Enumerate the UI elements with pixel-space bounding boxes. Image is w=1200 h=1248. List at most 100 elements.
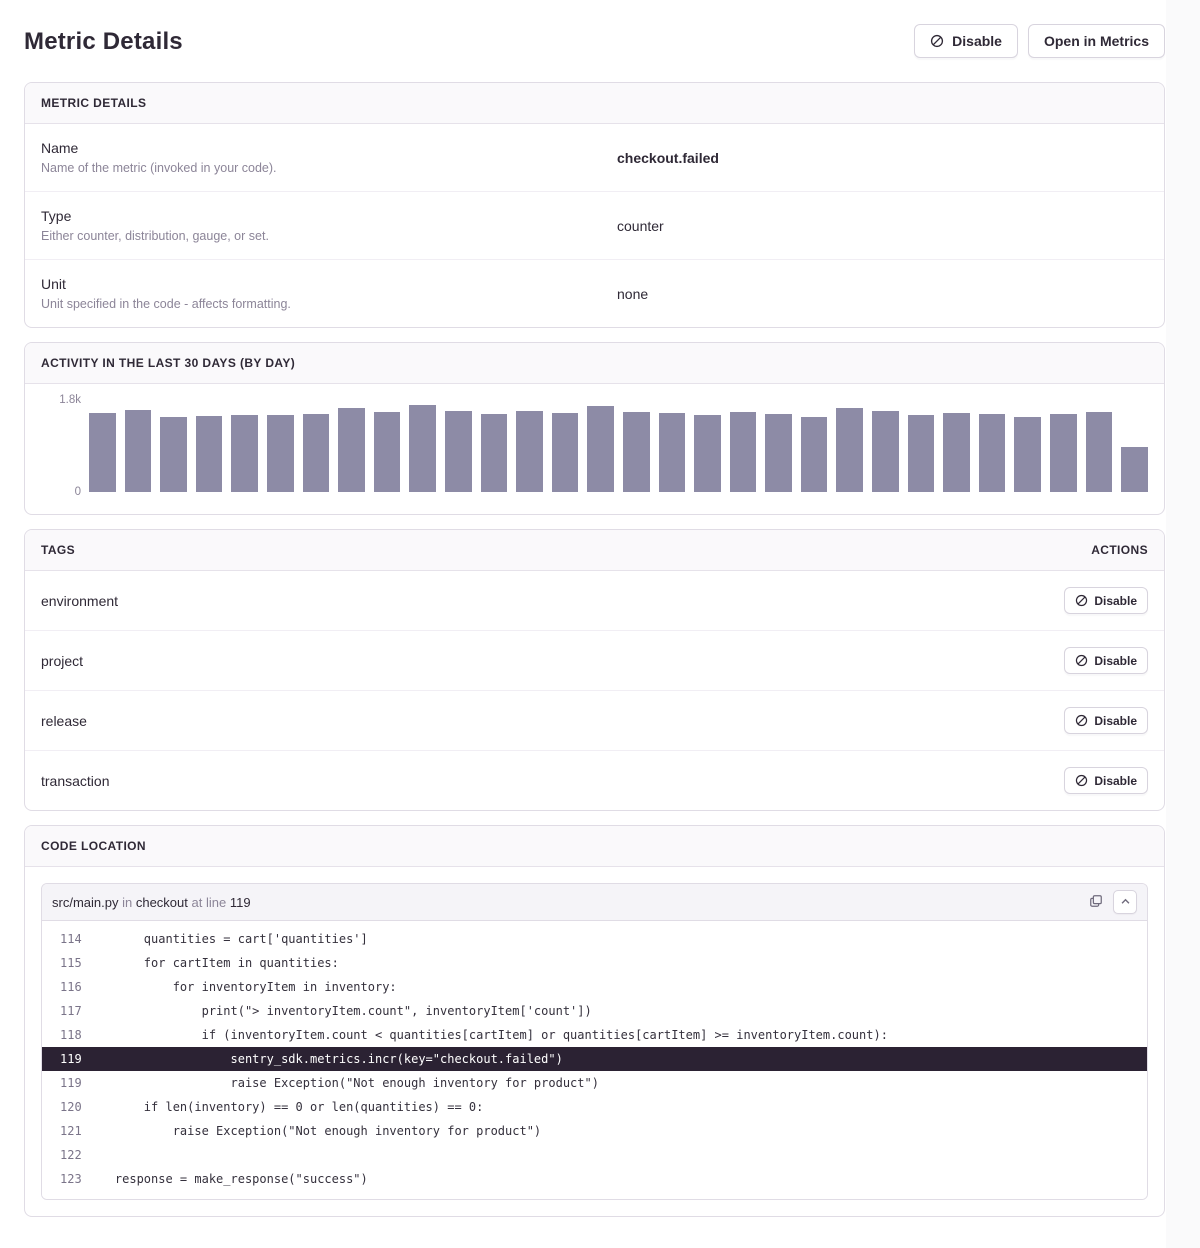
disable-tag-button-environment[interactable]: Disable <box>1064 587 1148 614</box>
metric-details-page: Metric Details Disable Open in Metrics M… <box>24 24 1165 1217</box>
line-number: 116 <box>60 980 82 994</box>
open-in-metrics-button[interactable]: Open in Metrics <box>1027 24 1165 58</box>
bar-chart <box>89 398 1148 492</box>
detail-left: Unit Unit specified in the code - affects… <box>41 276 601 311</box>
tag-name: transaction <box>41 772 110 789</box>
activity-bar <box>907 415 935 492</box>
chevron-up-icon <box>1120 895 1131 910</box>
code-line: 121 raise Exception("Not enough inventor… <box>42 1119 1147 1143</box>
activity-bar <box>1014 416 1042 492</box>
activity-chart: 1.8k 0 <box>25 384 1164 514</box>
y-axis-max-label: 1.8k <box>59 394 81 406</box>
panel-title: Code Location <box>41 839 146 853</box>
disable-tag-label: Disable <box>1094 773 1137 788</box>
detail-left: Name Name of the metric (invoked in your … <box>41 140 601 175</box>
code-line: 120 if len(inventory) == 0 or len(quanti… <box>42 1095 1147 1119</box>
detail-label: Unit <box>41 276 66 292</box>
code-line: 118 if (inventoryItem.count < quantities… <box>42 1023 1147 1047</box>
line-number: 115 <box>60 956 82 970</box>
activity-bar <box>587 406 614 492</box>
metric-detail-row-type: Type Either counter, distribution, gauge,… <box>25 192 1164 260</box>
line-number: 117 <box>60 1004 82 1018</box>
collapse-code-button[interactable] <box>1113 890 1137 914</box>
disable-metric-button[interactable]: Disable <box>914 24 1018 58</box>
metric-detail-row-name: Name Name of the metric (invoked in your … <box>25 124 1164 192</box>
line-number: 118 <box>60 1028 82 1042</box>
circle-slash-icon <box>930 34 944 48</box>
activity-bar <box>444 410 472 492</box>
activity-bar <box>978 414 1006 492</box>
disable-tag-label: Disable <box>1094 653 1137 668</box>
activity-bar <box>872 411 899 492</box>
activity-bar <box>266 414 294 492</box>
line-code: print("> inventoryItem.count", inventory… <box>86 1004 592 1018</box>
frame-in-word: in <box>122 894 133 910</box>
circle-slash-icon <box>1075 714 1088 727</box>
code-line: 115 for cartItem in quantities: <box>42 951 1147 975</box>
detail-description: Unit specified in the code - affects for… <box>41 297 291 311</box>
tag-row-transaction: transaction Disable <box>25 751 1164 810</box>
disable-tag-button-project[interactable]: Disable <box>1064 647 1148 674</box>
line-code: for cartItem in quantities: <box>86 956 339 970</box>
metric-details-rows: Name Name of the metric (invoked in your … <box>25 124 1164 327</box>
activity-bar <box>622 412 650 492</box>
activity-bar <box>89 412 116 492</box>
activity-bar <box>943 413 970 492</box>
line-code: quantities = cart['quantities'] <box>86 932 368 946</box>
line-code: raise Exception("Not enough inventory fo… <box>86 1076 599 1090</box>
line-number: 122 <box>60 1148 82 1162</box>
panel-title: Activity in the last 30 days (by day) <box>41 356 296 370</box>
activity-bar <box>480 413 508 492</box>
line-code: raise Exception("Not enough inventory fo… <box>86 1124 542 1138</box>
activity-bar <box>1050 414 1077 492</box>
line-number: 120 <box>60 1100 82 1114</box>
activity-bar <box>551 412 579 492</box>
tag-row-release: release Disable <box>25 691 1164 751</box>
circle-slash-icon <box>1075 594 1088 607</box>
activity-bar <box>658 412 686 492</box>
code-line: 114 quantities = cart['quantities'] <box>42 927 1147 951</box>
code-card: src/main.py in checkout at line 119 <box>41 883 1148 1200</box>
tags-title: Tags <box>41 543 76 557</box>
activity-panel-header: Activity in the last 30 days (by day) <box>25 343 1164 384</box>
tag-name: project <box>41 652 84 669</box>
frame-at-line-word: at line <box>191 894 227 910</box>
frame-function: checkout <box>135 894 188 910</box>
activity-bar <box>516 411 543 492</box>
circle-slash-icon <box>1075 654 1088 667</box>
disable-tag-label: Disable <box>1094 713 1137 728</box>
activity-bar <box>694 414 721 492</box>
activity-bar <box>373 412 401 492</box>
activity-bar <box>302 413 330 492</box>
code-line-highlighted: 119 sentry_sdk.metrics.incr(key="checkou… <box>42 1047 1147 1071</box>
code-line: 119 raise Exception("Not enough inventor… <box>42 1071 1147 1095</box>
code-card-actions <box>1087 890 1137 914</box>
activity-bar <box>800 416 828 492</box>
activity-bar <box>836 408 864 492</box>
activity-bar <box>409 405 436 492</box>
panel-title: Metric Details <box>41 96 147 110</box>
line-number: 114 <box>60 932 82 946</box>
activity-bar <box>231 415 258 492</box>
circle-slash-icon <box>1075 774 1088 787</box>
y-axis-min-label: 0 <box>74 486 81 498</box>
frame-title: src/main.py in checkout at line 119 <box>52 895 251 910</box>
detail-description: Name of the metric (invoked in your code… <box>41 161 277 175</box>
detail-value: checkout.failed <box>617 149 719 166</box>
code-location-panel-header: Code Location <box>25 826 1164 867</box>
tags-rows: environment Disable project Disable release D… <box>25 571 1164 810</box>
activity-bar <box>1085 411 1113 492</box>
disable-tag-button-transaction[interactable]: Disable <box>1064 767 1148 794</box>
disable-tag-button-release[interactable]: Disable <box>1064 707 1148 734</box>
copy-code-button[interactable] <box>1087 892 1105 913</box>
tags-panel: Tags Actions environment Disable project Di… <box>24 529 1165 811</box>
activity-bar <box>1121 447 1148 492</box>
code-card-wrap: src/main.py in checkout at line 119 <box>25 867 1164 1216</box>
detail-label: Type <box>41 208 72 224</box>
detail-value: counter <box>617 217 664 234</box>
metric-details-panel: Metric Details Name Name of the metric (i… <box>24 82 1165 328</box>
line-number: 123 <box>60 1172 82 1186</box>
tag-row-environment: environment Disable <box>25 571 1164 631</box>
line-code: response = make_response("success") <box>86 1172 368 1186</box>
metric-details-panel-header: Metric Details <box>25 83 1164 124</box>
